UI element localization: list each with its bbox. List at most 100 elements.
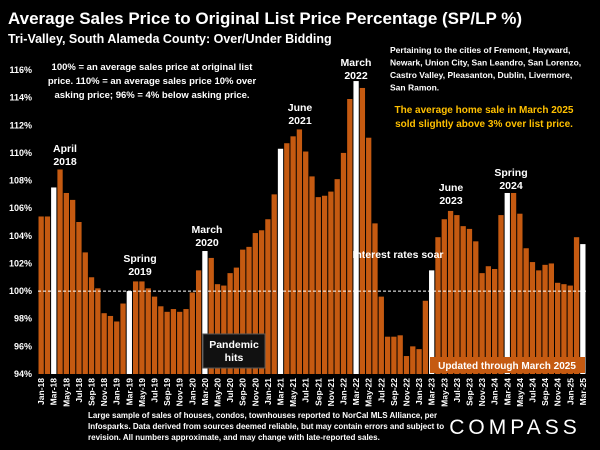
bar	[321, 195, 328, 374]
x-tick-label: Jul-18	[74, 378, 84, 403]
annotation-line: 2022	[344, 70, 368, 82]
bar	[303, 151, 309, 374]
x-tick-label: Sep-23	[464, 378, 474, 406]
bar	[517, 213, 523, 374]
bar	[252, 233, 258, 374]
bar	[353, 81, 359, 375]
x-tick-label: May-21	[288, 378, 298, 407]
bar	[258, 230, 265, 374]
x-tick-label: Mar-22	[351, 378, 361, 406]
annotation-line: 2023	[439, 195, 463, 207]
chart-title: Average Sales Price to Original List Pri…	[8, 9, 522, 28]
annotation: Spring 2024	[494, 167, 527, 192]
x-tick-label: Jul-21	[301, 378, 311, 403]
note-right-line: Castro Valley, Pleasanton, Dublin, Liver…	[390, 70, 572, 80]
annotation: June 2021	[288, 102, 313, 127]
y-tick-label: 102%	[9, 258, 32, 268]
bar	[384, 336, 391, 374]
x-tick-label: Mar-21	[276, 378, 286, 406]
highlight-box	[393, 100, 576, 132]
x-tick-label: May-23	[439, 378, 449, 407]
x-tick-label: Mar-20	[200, 378, 210, 406]
x-tick-label: Jul-19	[150, 378, 160, 403]
bar	[548, 263, 555, 374]
footnote: Large sample of sales of houses, condos,…	[88, 411, 444, 442]
annotation: June 2023	[439, 182, 464, 207]
bar	[435, 237, 441, 374]
x-tick-label: Nov-20	[250, 378, 260, 407]
annotation-line: Pandemic	[209, 339, 259, 351]
annotation: March 2022	[341, 57, 372, 82]
bar	[334, 179, 340, 374]
annotation-line: 2018	[53, 156, 77, 168]
x-tick-label: May-18	[61, 378, 71, 407]
bar	[240, 249, 246, 374]
note-left: 100% = an average sales price at origina…	[48, 62, 257, 101]
x-tick-label: Mar-18	[49, 378, 59, 406]
x-tick-label: Jan-20	[187, 378, 197, 405]
bar	[422, 300, 429, 374]
note-right-line: San Ramon.	[390, 83, 439, 93]
bar	[441, 219, 447, 374]
x-tick-label: Jan-22	[338, 378, 348, 405]
y-tick-label: 108%	[9, 176, 32, 186]
annotation-line: 2019	[128, 266, 152, 278]
bar	[82, 252, 88, 374]
bar	[580, 244, 586, 374]
bar	[246, 246, 252, 374]
bar	[561, 284, 567, 374]
x-tick-label: May-19	[137, 378, 147, 407]
bar	[265, 219, 271, 374]
annotation: Interest rates soar	[352, 249, 443, 261]
bar	[347, 99, 353, 374]
annotation-line: April	[53, 143, 77, 155]
logo: COMPASS	[449, 416, 580, 439]
bar	[195, 270, 202, 374]
x-tick-label: Nov-21	[326, 378, 336, 407]
annotation-line: Interest rates soar	[352, 249, 443, 261]
annotation-line: 2020	[195, 237, 219, 249]
x-tick-label: May-20	[213, 378, 223, 407]
bar	[573, 237, 580, 374]
y-tick-label: 114%	[9, 93, 32, 103]
footnote-line: revision. All numbers approximate, and m…	[88, 433, 380, 442]
bar	[416, 349, 422, 374]
y-tick-label: 94%	[14, 369, 32, 379]
bar	[479, 273, 485, 374]
chart-subtitle: Tri-Valley, South Alameda County: Over/U…	[8, 32, 332, 46]
bar	[309, 176, 315, 374]
bar	[447, 210, 454, 374]
bar	[139, 281, 145, 374]
bar	[120, 303, 126, 374]
y-tick-label: 106%	[9, 203, 32, 213]
note-left-line: price. 110% = an average sales price 10%…	[48, 76, 257, 87]
highlight-note-line: sold slightly above 3% over list price.	[395, 119, 573, 130]
annotation-line: 2021	[288, 115, 312, 127]
bar	[132, 281, 139, 374]
x-tick-label: Jul-22	[376, 378, 386, 403]
x-tick-label: Sep-24	[540, 378, 550, 406]
x-tick-label: Jul-20	[225, 378, 235, 403]
bar	[555, 282, 561, 374]
highlight-note: The average home sale in March 2025 sold …	[395, 105, 574, 130]
bar	[378, 296, 384, 374]
bar	[536, 270, 542, 374]
y-tick-label: 112%	[9, 120, 32, 130]
x-tick-label: Jan-23	[414, 378, 424, 405]
footnote-line: Large sample of sales of houses, condos,…	[88, 411, 437, 420]
x-tick-label: Jan-19	[112, 378, 122, 405]
bar	[466, 228, 473, 374]
bar	[403, 356, 410, 374]
bar	[485, 266, 492, 374]
x-tick-label: Sep-21	[313, 378, 323, 406]
bar	[44, 216, 51, 374]
bar	[340, 152, 347, 374]
bar	[69, 199, 76, 374]
y-tick-label: 116%	[9, 65, 32, 75]
bar	[88, 277, 95, 374]
bar	[177, 311, 183, 374]
bar	[114, 321, 120, 374]
annotation-line: 2024	[499, 180, 523, 192]
bar	[189, 292, 195, 374]
